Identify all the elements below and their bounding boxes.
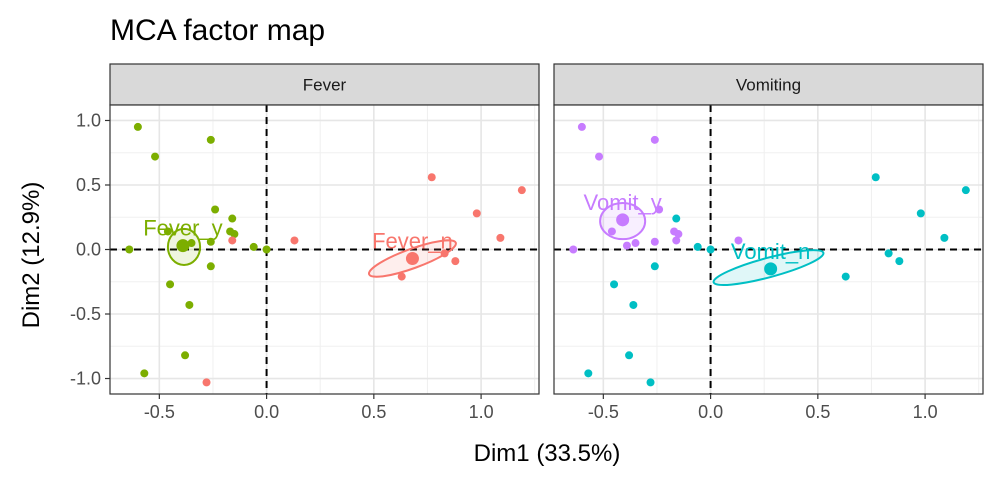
data-point	[496, 233, 505, 242]
data-point	[734, 236, 743, 245]
data-point	[584, 369, 593, 378]
data-point	[140, 369, 149, 378]
data-point	[622, 241, 631, 250]
data-point	[440, 249, 449, 258]
category-centroid-vomit-y	[616, 213, 630, 227]
panel-vomiting: Vomiting Vomit_y Vomit_n -0.5 0.0 0.5 1.0	[553, 63, 984, 422]
data-point	[884, 249, 893, 258]
data-point	[166, 280, 175, 289]
data-point	[625, 351, 634, 360]
data-point	[163, 227, 172, 236]
data-point	[187, 239, 196, 248]
data-point	[674, 230, 683, 239]
data-point	[607, 227, 616, 236]
category-label-fever-y: Fever_y	[143, 216, 222, 241]
data-point	[427, 173, 436, 182]
data-point	[151, 152, 160, 161]
data-point	[610, 280, 619, 289]
facet-strip-background	[109, 63, 540, 106]
y-tick-label: -1.0	[70, 369, 101, 389]
data-point	[517, 186, 526, 195]
data-point	[249, 242, 258, 251]
data-point	[125, 245, 134, 254]
data-point	[629, 300, 638, 309]
data-point	[895, 257, 904, 266]
data-point	[569, 245, 578, 254]
data-point	[228, 214, 237, 223]
data-point	[397, 272, 406, 281]
facet-strip-background	[553, 63, 984, 106]
data-point	[133, 122, 142, 131]
data-point	[841, 272, 850, 281]
panel-border	[553, 104, 984, 395]
x-tick-label: 0.5	[805, 402, 830, 422]
category-label-vomit-y: Vomit_y	[584, 190, 662, 215]
y-tick-label: 0.5	[76, 175, 101, 195]
data-point	[211, 205, 220, 214]
x-tick-label: 0.0	[698, 402, 723, 422]
data-point	[206, 135, 215, 144]
data-point	[202, 378, 211, 387]
facet-strip-label: Vomiting	[736, 76, 801, 95]
x-tick-label: -0.5	[144, 402, 175, 422]
data-point	[631, 239, 640, 248]
y-tick-label: 0.0	[76, 240, 101, 260]
x-tick-label: 0.0	[254, 402, 279, 422]
y-tick-label: 1.0	[76, 110, 101, 130]
data-point	[672, 236, 681, 245]
data-point	[230, 230, 239, 239]
data-point	[650, 237, 659, 246]
data-point	[228, 236, 237, 245]
data-point	[871, 173, 880, 182]
data-point	[961, 186, 970, 195]
data-point	[262, 245, 271, 254]
data-point	[290, 236, 299, 245]
category-label-vomit-n: Vomit_n	[731, 239, 811, 264]
category-centroid-fever-n	[405, 252, 419, 266]
facet-strip-label: Fever	[303, 76, 347, 95]
data-point	[646, 378, 655, 387]
data-point	[693, 242, 702, 251]
data-point	[650, 135, 659, 144]
y-tick-label: -0.5	[70, 304, 101, 324]
data-point	[472, 209, 481, 218]
data-point	[916, 209, 925, 218]
data-point	[577, 122, 586, 131]
y-axis: -1.0 -0.5 0.0 0.5 1.0	[70, 110, 110, 389]
x-tick-label: -0.5	[588, 402, 619, 422]
data-point	[206, 262, 215, 271]
category-centroid-fever-y	[176, 239, 190, 253]
data-point	[181, 351, 190, 360]
data-point	[706, 245, 715, 254]
data-point	[650, 262, 659, 271]
data-point	[206, 237, 215, 246]
data-point	[451, 257, 460, 266]
data-point	[595, 152, 604, 161]
data-point	[672, 214, 681, 223]
category-centroid-vomit-n	[764, 262, 778, 276]
chart-title: MCA factor map	[110, 14, 325, 47]
x-tick-label: 1.0	[913, 402, 938, 422]
data-point	[655, 205, 664, 214]
x-axis-title: Dim1 (33.5%)	[474, 440, 621, 467]
category-label-fever-n: Fever_n	[372, 229, 453, 254]
data-point	[940, 233, 949, 242]
data-point	[185, 300, 194, 309]
x-tick-label: 1.0	[469, 402, 494, 422]
x-tick-label: 0.5	[361, 402, 386, 422]
y-axis-title: Dim2 (12.9%)	[18, 182, 45, 329]
panel-fever: Fever Fever_y Fever_n -0.5 0.0 0.5 1.0	[109, 63, 540, 422]
